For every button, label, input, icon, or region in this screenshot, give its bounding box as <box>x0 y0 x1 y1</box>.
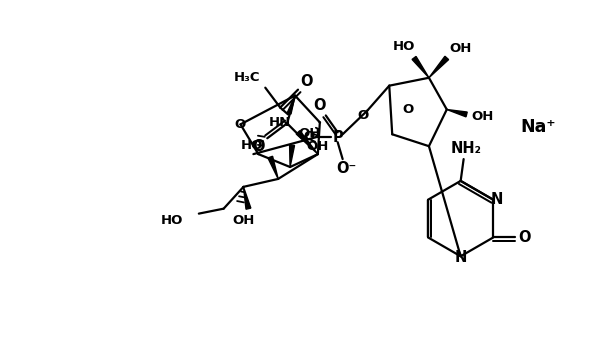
Polygon shape <box>290 145 295 167</box>
Text: O: O <box>403 103 414 116</box>
Text: OH: OH <box>299 127 321 140</box>
Polygon shape <box>412 56 429 78</box>
Polygon shape <box>244 187 251 209</box>
Text: P: P <box>332 130 343 145</box>
Text: H₃C: H₃C <box>234 71 260 84</box>
Polygon shape <box>268 156 278 179</box>
Text: O: O <box>518 230 530 245</box>
Polygon shape <box>429 56 449 78</box>
Text: OH: OH <box>449 41 472 55</box>
Text: Na⁺: Na⁺ <box>520 118 556 136</box>
Text: O: O <box>314 98 326 113</box>
Text: OH: OH <box>307 140 329 153</box>
Text: HO: HO <box>241 139 263 152</box>
Text: N: N <box>454 250 467 265</box>
Text: O: O <box>358 110 369 122</box>
Text: HO: HO <box>161 214 183 227</box>
Polygon shape <box>447 110 467 117</box>
Text: O⁻: O⁻ <box>337 161 357 177</box>
Text: OH: OH <box>232 214 254 227</box>
Text: O: O <box>301 74 313 89</box>
Text: N: N <box>491 192 503 207</box>
Text: NH₂: NH₂ <box>451 141 482 156</box>
Text: O: O <box>304 130 314 143</box>
Polygon shape <box>296 131 318 154</box>
Text: HN: HN <box>269 116 291 129</box>
Text: HO: HO <box>393 39 415 53</box>
Polygon shape <box>287 96 295 114</box>
Text: O: O <box>234 118 245 131</box>
Text: O: O <box>252 139 265 154</box>
Text: OH: OH <box>471 110 494 123</box>
